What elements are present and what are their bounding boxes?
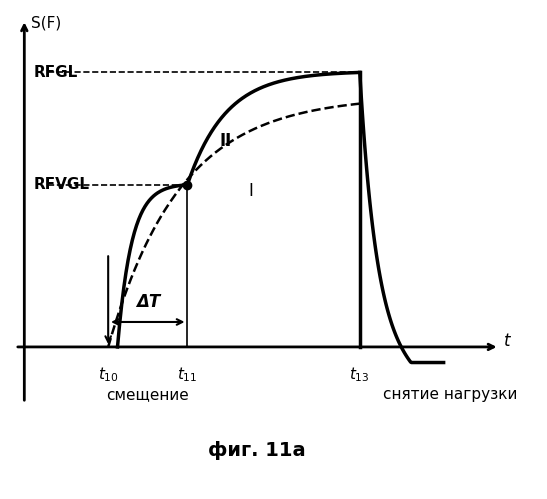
Text: $t_{13}$: $t_{13}$ xyxy=(350,366,370,384)
Text: $t_{10}$: $t_{10}$ xyxy=(98,366,119,384)
Text: ΔT: ΔT xyxy=(136,293,160,311)
Text: I: I xyxy=(248,182,253,200)
Text: смещение: смещение xyxy=(107,388,189,403)
Text: снятие нагрузки: снятие нагрузки xyxy=(383,388,517,403)
Text: фиг. 11а: фиг. 11а xyxy=(208,441,306,460)
Text: t: t xyxy=(504,332,511,350)
Text: II: II xyxy=(220,132,232,150)
Text: RFVGL: RFVGL xyxy=(33,177,90,192)
Text: RFGL: RFGL xyxy=(33,65,78,80)
Text: $t_{11}$: $t_{11}$ xyxy=(177,366,197,384)
Text: S(F): S(F) xyxy=(31,15,62,30)
